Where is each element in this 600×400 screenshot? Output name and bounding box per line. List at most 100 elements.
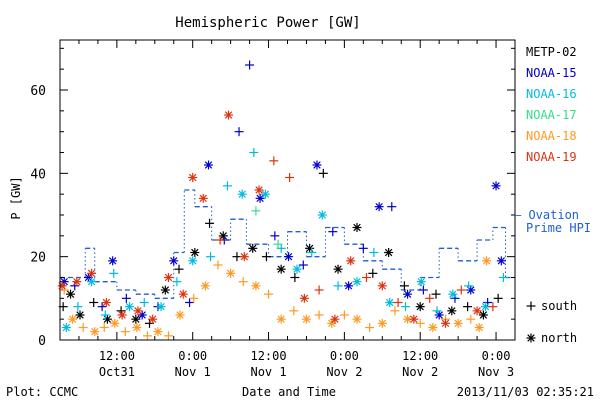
south-point — [425, 293, 435, 303]
north-point — [101, 298, 111, 307]
south-point — [464, 281, 474, 291]
south-point — [432, 306, 442, 316]
ovation-series — [60, 189, 515, 299]
south-point — [142, 331, 152, 341]
north-point — [482, 256, 492, 266]
north-point — [87, 277, 97, 287]
south-point — [273, 239, 283, 249]
north-point — [491, 181, 501, 191]
legend-north-marker — [526, 333, 536, 343]
x-axis-label: Date and Time — [242, 385, 336, 399]
legend-entry: METP-02 — [526, 45, 577, 59]
south-point — [238, 277, 248, 287]
y-tick-label: 40 — [30, 167, 46, 182]
north-point — [75, 310, 85, 320]
north-point — [68, 314, 78, 324]
north-point — [160, 285, 170, 295]
south-point — [498, 273, 508, 282]
north-point — [204, 160, 214, 170]
legend-entry: NOAA-19 — [526, 150, 577, 164]
south-point — [189, 293, 199, 303]
north-point — [415, 302, 425, 312]
legend-south-marker — [526, 301, 536, 311]
x-tick-date-label: Nov 3 — [478, 365, 514, 379]
north-point — [148, 314, 158, 324]
legend-entry: NOAA-18 — [526, 129, 577, 143]
south-point — [73, 302, 83, 312]
north-point — [188, 173, 198, 182]
north-point — [248, 243, 258, 253]
north-point — [478, 310, 488, 320]
north-point — [57, 281, 67, 291]
south-point — [172, 277, 182, 287]
x-tick-label: 0:00 — [482, 349, 511, 363]
south-point — [387, 202, 397, 212]
north-point — [237, 189, 247, 199]
south-point — [314, 310, 324, 320]
north-point — [409, 314, 419, 324]
legend-entry: NOAA-15 — [526, 66, 577, 80]
north-point — [198, 193, 208, 203]
footer-credit: Plot: CCMC — [6, 385, 78, 399]
north-point — [102, 314, 112, 324]
south-point — [163, 331, 173, 341]
south-point — [400, 302, 410, 312]
y-tick-label: 60 — [30, 84, 46, 99]
south-point — [333, 281, 343, 291]
north-point — [301, 314, 311, 324]
south-point — [249, 148, 259, 157]
north-point — [224, 110, 234, 120]
north-point — [66, 289, 76, 299]
north-point — [374, 202, 384, 212]
x-tick-label: 0:00 — [178, 349, 207, 363]
south-point — [456, 285, 466, 295]
north-point — [384, 248, 394, 257]
north-point — [131, 314, 141, 324]
south-point — [234, 127, 244, 137]
south-point — [120, 327, 130, 337]
south-point — [270, 231, 280, 241]
north-point — [153, 327, 163, 337]
south-point — [393, 298, 403, 307]
north-point — [377, 318, 387, 328]
north-point — [190, 248, 200, 257]
south-point — [368, 268, 378, 278]
north-point — [377, 281, 387, 291]
footer-timestamp: 2013/11/03 02:35:21 — [457, 385, 594, 399]
north-point — [200, 281, 210, 291]
plot-frame — [59, 39, 516, 341]
south-point — [328, 227, 338, 237]
south-point — [139, 298, 149, 307]
x-tick-date-label: Nov 1 — [175, 365, 211, 379]
north-point — [188, 256, 198, 266]
north-point — [61, 323, 71, 332]
south-point — [418, 285, 428, 295]
south-point — [70, 281, 80, 291]
north-point — [239, 252, 249, 262]
north-point — [352, 223, 362, 232]
north-point — [474, 323, 484, 332]
north-point — [87, 268, 97, 278]
south-point — [213, 260, 223, 270]
south-point — [285, 173, 295, 182]
north-point — [403, 289, 413, 299]
north-point — [169, 256, 179, 266]
x-tick-label: 12:00 — [250, 349, 286, 363]
north-point — [448, 289, 458, 299]
south-point — [205, 218, 215, 228]
x-tick-date-label: Nov 1 — [250, 365, 286, 379]
legend-ovation: — Ovation — [514, 208, 579, 222]
north-point — [260, 189, 270, 199]
y-tick-label: 20 — [30, 251, 46, 266]
south-point — [290, 273, 300, 282]
north-point — [440, 318, 450, 328]
south-point — [493, 293, 503, 303]
south-point — [298, 260, 308, 270]
south-point — [361, 273, 371, 282]
south-point — [251, 206, 261, 216]
north-point — [251, 281, 261, 291]
south-point — [222, 181, 232, 191]
south-point — [369, 248, 379, 257]
legend-south-label: south — [541, 299, 577, 313]
